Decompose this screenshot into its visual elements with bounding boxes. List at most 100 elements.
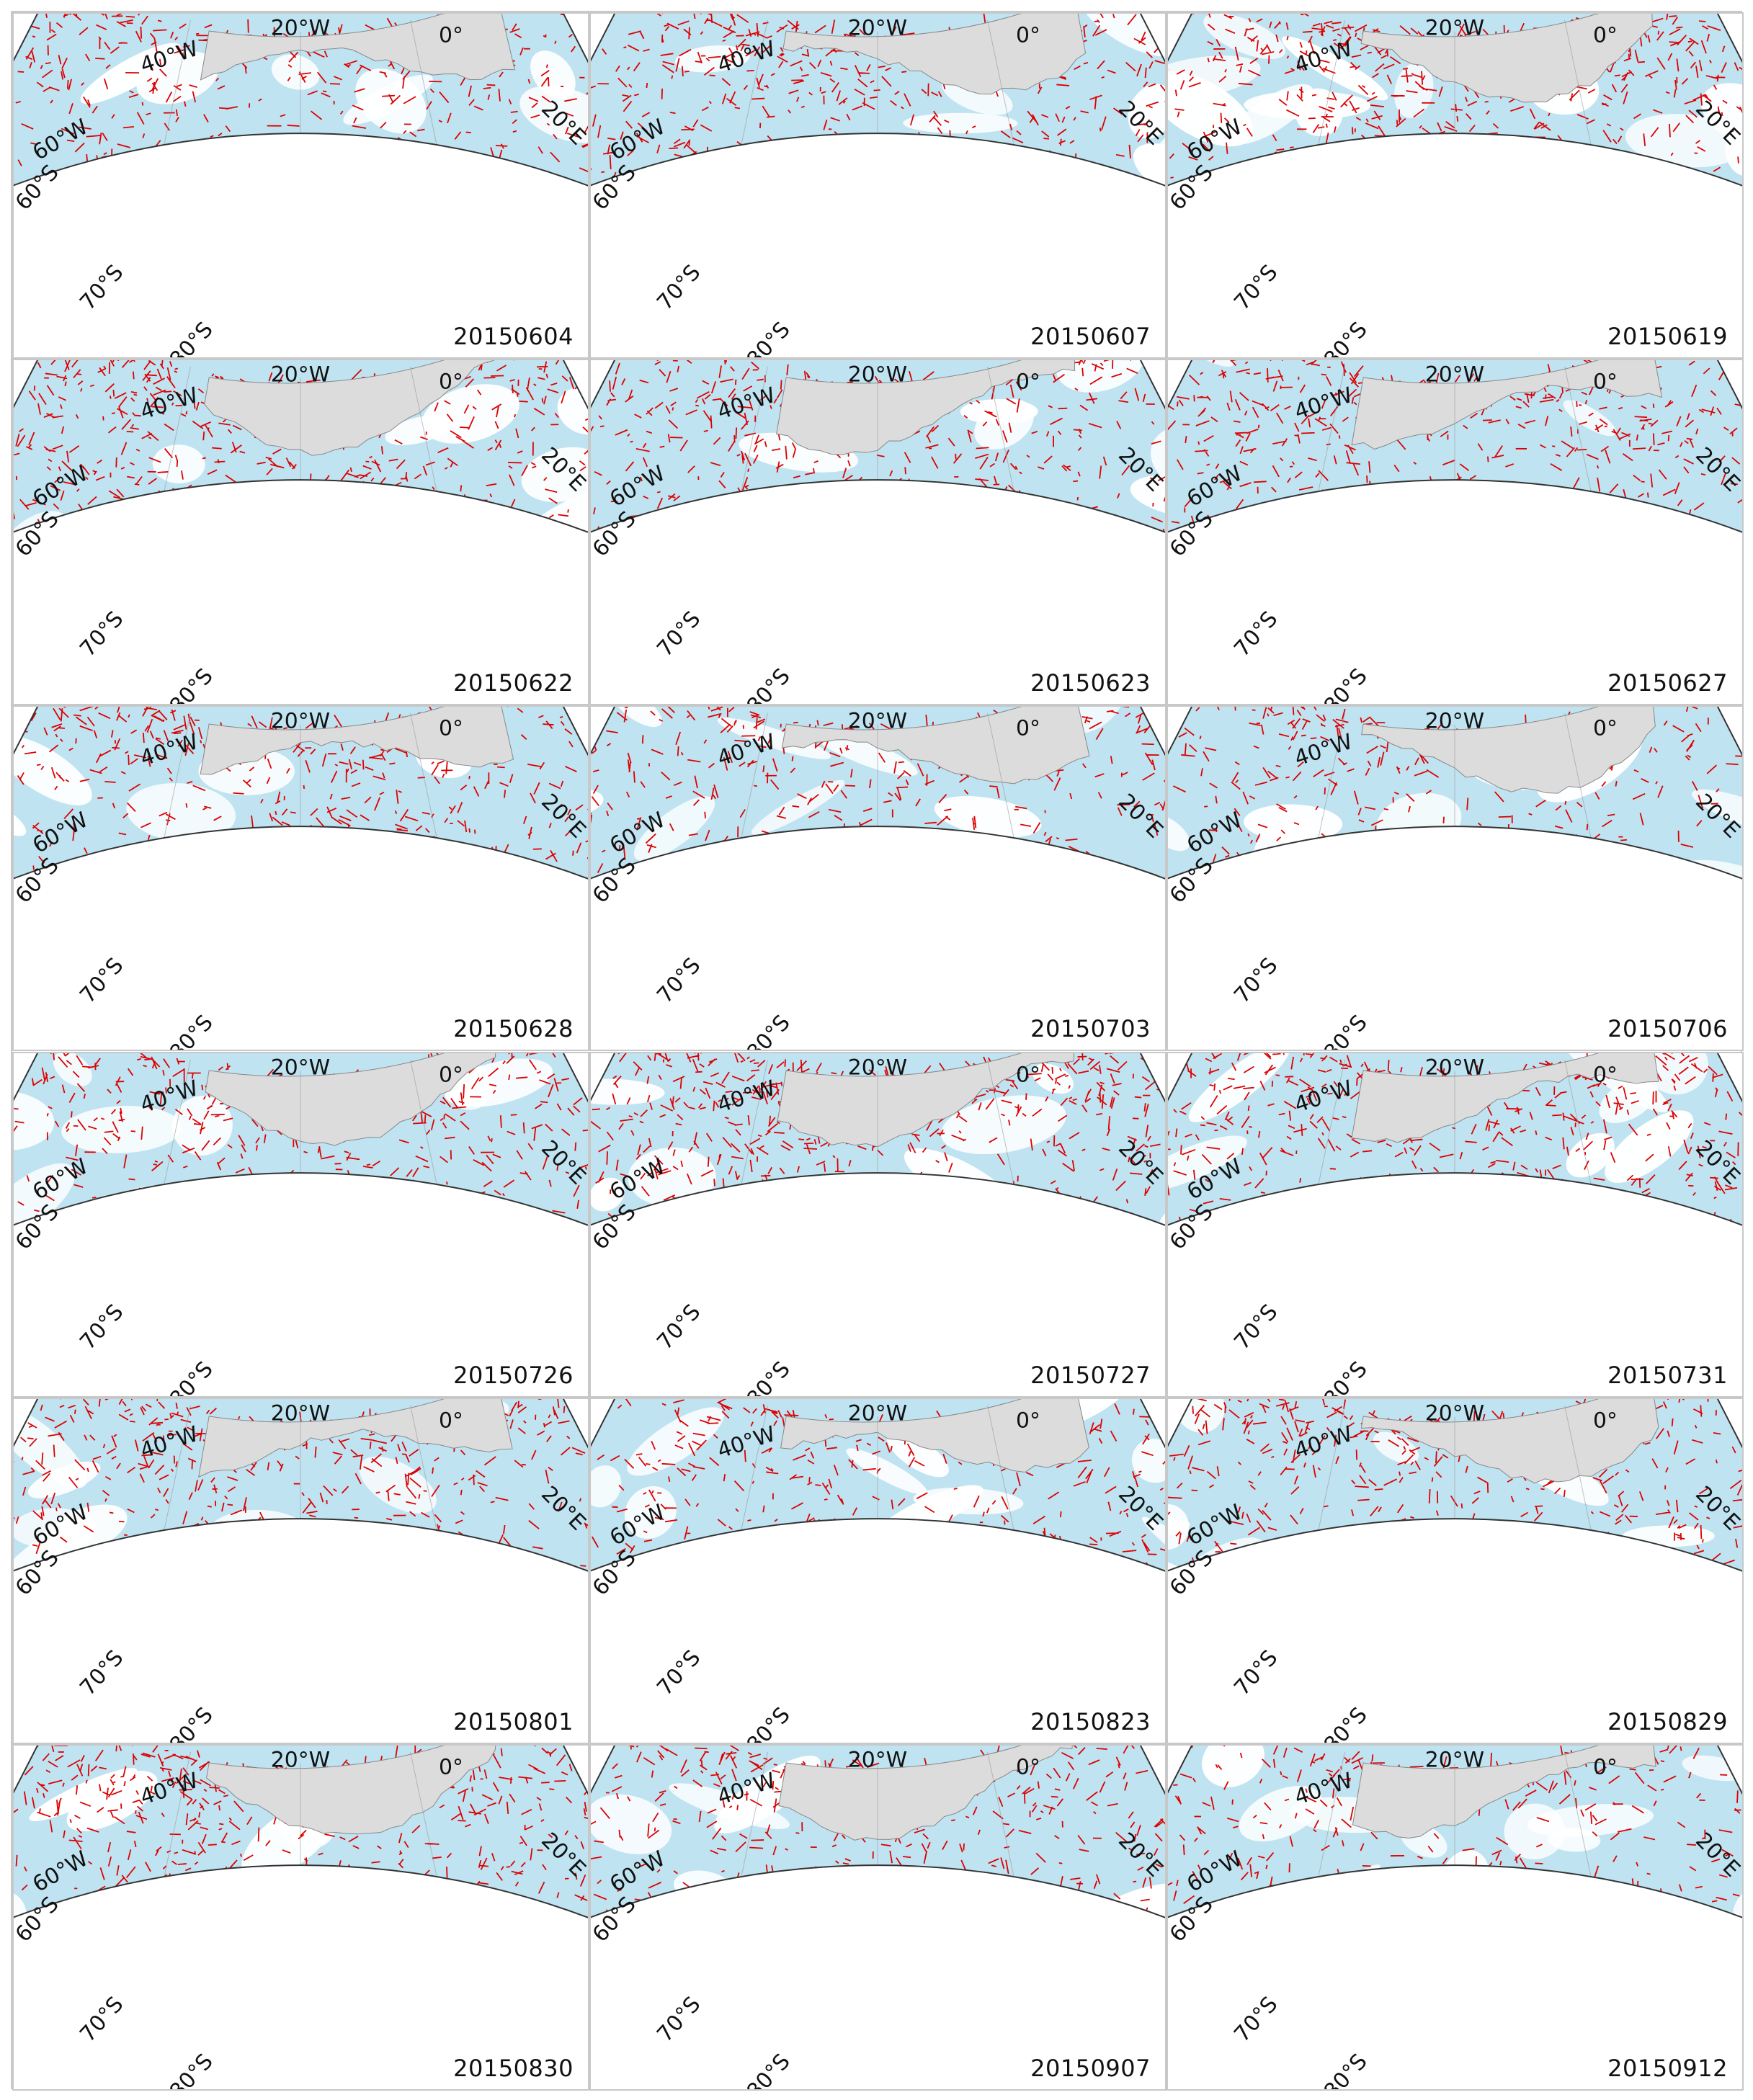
cloud-patch [140, 1305, 197, 1372]
cloud-patch [573, 1939, 588, 1954]
label-lat_80s: 80°S [165, 2049, 218, 2089]
panel-date-label: 20150623 [1030, 669, 1151, 697]
label-lon_20w: 20°W [1425, 708, 1484, 733]
cloud-patch [591, 1078, 665, 1105]
label-lon_0: 0° [439, 370, 463, 395]
cloud-patch [1130, 474, 1165, 519]
cloud-patch [627, 1407, 724, 1476]
sector-outline [591, 359, 1165, 533]
panel-date-label: 20150731 [1607, 1362, 1728, 1390]
label-lat_70s: 70°S [1229, 1992, 1283, 2047]
label-lon_20w: 20°W [848, 1748, 907, 1773]
cloud-patch [1373, 1431, 1419, 1464]
cloud-patch [1172, 1399, 1225, 1434]
panel-date-label: 20150907 [1030, 2054, 1151, 2082]
label-lat_70s: 70°S [75, 607, 128, 662]
cloud-patch [496, 1949, 588, 2027]
cloud-patch [940, 1094, 1066, 1154]
sector-map: 60°W40°W20°W 0°20°E60°S70°S80°S [14, 1053, 588, 1396]
cloud-patch [1566, 1132, 1615, 1177]
label-lon_0: 0° [1016, 715, 1040, 741]
cloud-patch [300, 572, 365, 639]
cloud-patch [391, 231, 508, 298]
label-lon_20w: 20°W [271, 1748, 330, 1773]
cloud-patch [907, 156, 953, 213]
cloud-patch [846, 1448, 927, 1495]
cloud-patch [61, 1105, 182, 1153]
antarctica-land [1351, 1053, 1659, 1143]
cloud-patch [1168, 55, 1261, 99]
label-lon_0: 0° [439, 1755, 463, 1780]
label-lon_0: 0° [1016, 23, 1040, 48]
panel-date-label: 20150912 [1607, 2054, 1728, 2082]
sector-map: 60°W40°W20°W 0°20°E60°S70°S80°S [14, 359, 588, 704]
cloud-patch [1625, 114, 1742, 168]
label-lon_0: 0° [1016, 1408, 1040, 1434]
antarctica-land [776, 359, 1076, 455]
sector-outline [1168, 1053, 1742, 1226]
label-lon_20w: 20°W [1425, 1401, 1484, 1426]
sector-outline [14, 14, 588, 187]
antarctica-land [778, 1746, 1075, 1841]
cloud-patch [1512, 1296, 1608, 1385]
cloud-patch [1625, 1968, 1700, 2027]
cloud-patch [1613, 1556, 1719, 1599]
sector-map: 60°W40°W20°W 0°20°E60°S70°S80°S [591, 1399, 1165, 1743]
cloud-patch [53, 1053, 92, 1086]
cloud-patch [786, 217, 881, 222]
label-lat_70s: 70°S [652, 260, 705, 316]
label-lat_70s: 70°S [1229, 953, 1283, 1009]
cloud-patch [657, 1911, 745, 1952]
sector-map: 60°W40°W20°W 0°20°E60°S70°S80°S [591, 359, 1165, 704]
panel-date-label: 20150801 [453, 1708, 574, 1736]
label-lon_20w: 20°W [271, 1055, 330, 1080]
label-lon_20w: 20°W [1425, 1748, 1484, 1773]
sector-map: 60°W40°W20°W 0°20°E60°S70°S80°S [1168, 1053, 1742, 1397]
antarctica-land [204, 359, 498, 456]
label-lat_80s: 80°S [165, 663, 218, 704]
sector-outline [1168, 359, 1742, 533]
cloud-patch [1468, 952, 1571, 1005]
cloud-patch [320, 1581, 357, 1608]
cloud-patch [1188, 1053, 1290, 1122]
cloud-patch [502, 913, 588, 915]
label-lon_20w: 20°W [271, 362, 330, 388]
sector-map: 60°W40°W20°W 0°20°E60°S70°S80°S [591, 1746, 1165, 2089]
cloud-patch [1520, 1597, 1623, 1608]
cloud-patch [29, 1768, 138, 1822]
label-lat_80s: 80°S [165, 1010, 218, 1050]
antarctica-land [1351, 359, 1663, 450]
cloud-patch [1692, 789, 1742, 837]
cloud-patch [119, 252, 236, 310]
cloud-patch [935, 1204, 983, 1245]
cloud-patch [1504, 511, 1592, 568]
label-lat_80s: 80°S [742, 317, 795, 357]
panel-date-label: 20150622 [453, 669, 574, 697]
cloud-patch [1056, 359, 1146, 393]
cloud-patch [628, 1147, 716, 1207]
panel-date-label: 20150607 [1030, 322, 1151, 350]
cloud-patch [1308, 496, 1403, 547]
sector-outline [591, 1746, 1165, 1919]
cloud-patch [126, 782, 236, 841]
sector-outline [591, 14, 1165, 187]
cloud-patch [633, 795, 715, 861]
sector-map: 60°W40°W20°W 0°20°E60°S70°S80°S [1168, 14, 1742, 357]
sector-outline [591, 706, 1165, 880]
cloud-patch [1168, 814, 1190, 851]
label-lat_80s: 80°S [1319, 1357, 1373, 1397]
label-lat_80s: 80°S [165, 317, 218, 357]
label-lat_70s: 70°S [652, 607, 705, 662]
label-lat_80s: 80°S [742, 1703, 795, 1743]
cloud-patch [1168, 561, 1254, 568]
cloud-patch [1636, 527, 1735, 568]
label-lat_70s: 70°S [75, 1645, 128, 1701]
map-panel-20150830: 60°W 40°W 20°W 0° 20°E 60°S 70°S 80°S 20150830 [12, 1744, 589, 2091]
cloud-patch [751, 779, 845, 835]
cloud-patch [14, 735, 92, 805]
map-panel-20150907: 60°W 40°W 20°W 0° 20°E 60°S 70°S 80°S 20150907 [589, 1744, 1167, 2091]
sector-outline [14, 1053, 588, 1226]
label-lat_80s: 80°S [742, 1010, 795, 1050]
panel-date-label: 20150726 [453, 1362, 574, 1390]
cloud-patch [1168, 1135, 1247, 1192]
